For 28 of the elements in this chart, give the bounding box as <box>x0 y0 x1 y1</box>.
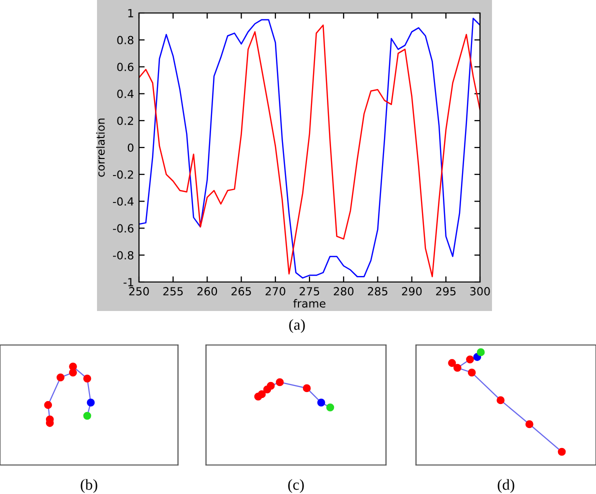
text: (b) <box>80 479 98 493</box>
y-tick-label: 0.4 <box>117 90 134 98</box>
text: (d) <box>498 479 514 493</box>
text: (c) <box>288 479 304 493</box>
x-tick-label: 265 <box>232 287 251 296</box>
x-tick-label: 280 <box>334 287 354 296</box>
x-tick-label: 255 <box>163 287 183 296</box>
x-tick-label: 275 <box>300 287 320 296</box>
y-tick-label: -0.4 <box>113 197 134 206</box>
y-tick-label: 0.6 <box>117 62 134 72</box>
x-axis-title: frame <box>293 299 326 308</box>
x-tick-label: 270 <box>266 287 286 296</box>
x-tick-label: 260 <box>197 287 218 296</box>
x-tick-label: 290 <box>402 287 422 296</box>
x-tick-label: 250 <box>129 287 149 296</box>
x-tick-label: 295 <box>436 287 456 296</box>
y-tick-label: 0.2 <box>117 116 134 125</box>
y-tick-label: 1 <box>128 9 134 18</box>
x-tick-label: 300 <box>470 287 490 296</box>
y-tick-label: 0 <box>128 143 134 152</box>
y-axis-title: correlation <box>96 118 105 177</box>
y-tick-label: -1 <box>124 278 134 286</box>
y-tick-label: -0.6 <box>113 224 134 233</box>
x-tick-label: 285 <box>368 287 388 296</box>
y-tick-label: -0.8 <box>113 251 134 260</box>
text: (a) <box>289 319 305 333</box>
y-tick-label: 0.8 <box>117 36 134 44</box>
y-tick-label: -0.2 <box>113 170 134 179</box>
